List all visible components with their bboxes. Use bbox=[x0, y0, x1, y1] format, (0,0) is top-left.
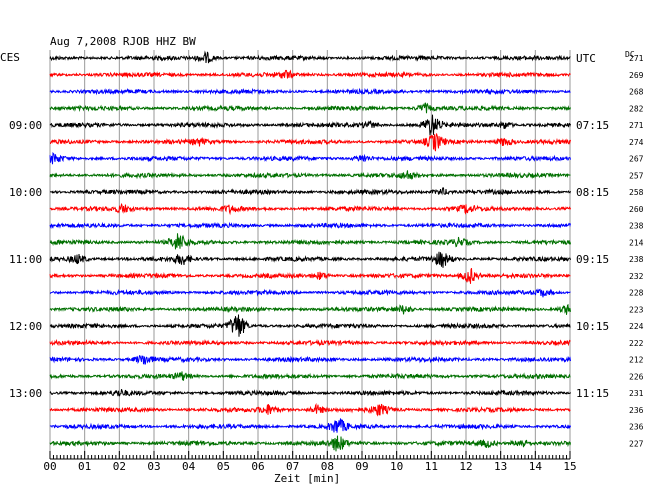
dc-value: 236 bbox=[629, 423, 644, 432]
trace-row-3 bbox=[49, 102, 571, 114]
left-hour-label: 11:00 bbox=[9, 253, 42, 266]
x-tick-label: 03 bbox=[147, 460, 160, 473]
dc-value: 224 bbox=[629, 322, 644, 331]
dc-value: 238 bbox=[629, 222, 644, 231]
dc-value: 236 bbox=[629, 406, 644, 415]
trace-row-19 bbox=[49, 371, 571, 381]
x-tick-label: 05 bbox=[217, 460, 230, 473]
dc-value: 269 bbox=[629, 71, 644, 80]
dc-value: 226 bbox=[629, 372, 644, 381]
right-hour-label: 07:15 bbox=[576, 119, 609, 132]
trace-row-5 bbox=[50, 133, 571, 152]
x-tick-label: 15 bbox=[563, 460, 576, 473]
trace-row-17 bbox=[49, 338, 571, 347]
dc-value: 268 bbox=[629, 88, 644, 97]
trace-row-7 bbox=[49, 170, 571, 180]
minute-gridlines bbox=[49, 50, 571, 459]
seismic-traces bbox=[49, 50, 571, 452]
dc-values: 271 269 268 282 271 274 267 257 258 260 238 214 238 2… bbox=[629, 54, 644, 448]
x-tick-label: 09 bbox=[355, 460, 368, 473]
dc-value: 271 bbox=[629, 54, 644, 63]
dc-value: 267 bbox=[629, 155, 644, 164]
trace-row-12 bbox=[49, 251, 571, 268]
x-tick-label: 07 bbox=[286, 460, 299, 473]
trace-row-15 bbox=[49, 303, 571, 315]
right-hour-label: 09:15 bbox=[576, 253, 609, 266]
dc-header-label: DC bbox=[625, 50, 635, 59]
dc-value: 258 bbox=[629, 188, 644, 197]
trace-row-22 bbox=[49, 418, 571, 433]
trace-row-11 bbox=[49, 233, 571, 250]
x-tick-label: 11 bbox=[425, 460, 438, 473]
trace-row-20 bbox=[49, 389, 571, 397]
left-hour-label: 12:00 bbox=[9, 320, 42, 333]
left-hour-label: 10:00 bbox=[9, 186, 42, 199]
trace-row-9 bbox=[49, 202, 571, 216]
left-hour-labels: 09:00 10:00 11:00 12:00 13:00 bbox=[9, 119, 42, 400]
x-tick-label: 06 bbox=[251, 460, 264, 473]
dc-value: 214 bbox=[629, 238, 644, 247]
dc-value: 222 bbox=[629, 339, 644, 348]
trace-row-0 bbox=[49, 50, 571, 64]
right-hour-label: UTC bbox=[576, 52, 596, 65]
dc-value: 223 bbox=[629, 305, 644, 314]
dc-value: 282 bbox=[629, 104, 644, 113]
x-tick-label: 04 bbox=[182, 460, 196, 473]
trace-row-21 bbox=[49, 402, 571, 417]
dc-value: 228 bbox=[629, 289, 644, 298]
dc-value: 271 bbox=[629, 121, 644, 130]
x-tick-label: 02 bbox=[113, 460, 126, 473]
trace-row-13 bbox=[49, 268, 571, 284]
right-hour-label: 11:15 bbox=[576, 387, 609, 400]
right-hour-label: 08:15 bbox=[576, 186, 609, 199]
trace-row-8 bbox=[50, 187, 571, 196]
dc-value: 231 bbox=[629, 389, 644, 398]
dc-value: 232 bbox=[629, 272, 644, 281]
x-tick-label: 00 bbox=[43, 460, 56, 473]
x-tick-labels: 00 01 02 03 04 05 06 07 08 09 10 11 12 13 14 15 bbox=[43, 460, 576, 473]
chart-title: Aug 7,2008 RJOB HHZ BW bbox=[50, 35, 196, 48]
trace-row-4 bbox=[49, 114, 571, 136]
x-tick-label: 13 bbox=[494, 460, 507, 473]
trace-row-1 bbox=[49, 69, 571, 79]
trace-row-14 bbox=[49, 288, 571, 298]
trace-row-16 bbox=[49, 314, 571, 337]
dc-value: 238 bbox=[629, 255, 644, 264]
right-hour-labels: UTC 07:15 08:15 09:15 10:15 11:15 bbox=[576, 52, 609, 400]
left-timezone-label: CES bbox=[0, 51, 20, 64]
left-hour-label: 13:00 bbox=[9, 387, 42, 400]
dc-value: 212 bbox=[629, 356, 644, 365]
x-tick-label: 14 bbox=[529, 460, 543, 473]
trace-row-23 bbox=[49, 435, 571, 452]
time-axis bbox=[49, 451, 571, 460]
x-tick-label: 08 bbox=[321, 460, 334, 473]
x-tick-label: 12 bbox=[459, 460, 472, 473]
left-hour-label: 09:00 bbox=[9, 119, 42, 132]
trace-row-2 bbox=[49, 87, 571, 96]
trace-row-6 bbox=[49, 152, 571, 165]
right-hour-label: 10:15 bbox=[576, 320, 609, 333]
dc-value: 274 bbox=[629, 138, 644, 147]
dc-value: 227 bbox=[629, 439, 644, 448]
trace-row-10 bbox=[49, 221, 571, 230]
dc-value: 260 bbox=[629, 205, 644, 214]
x-axis-label: Zeit [min] bbox=[274, 472, 340, 485]
x-tick-label: 10 bbox=[390, 460, 403, 473]
dc-value: 257 bbox=[629, 171, 644, 180]
x-tick-label: 01 bbox=[78, 460, 91, 473]
trace-row-18 bbox=[49, 355, 571, 365]
